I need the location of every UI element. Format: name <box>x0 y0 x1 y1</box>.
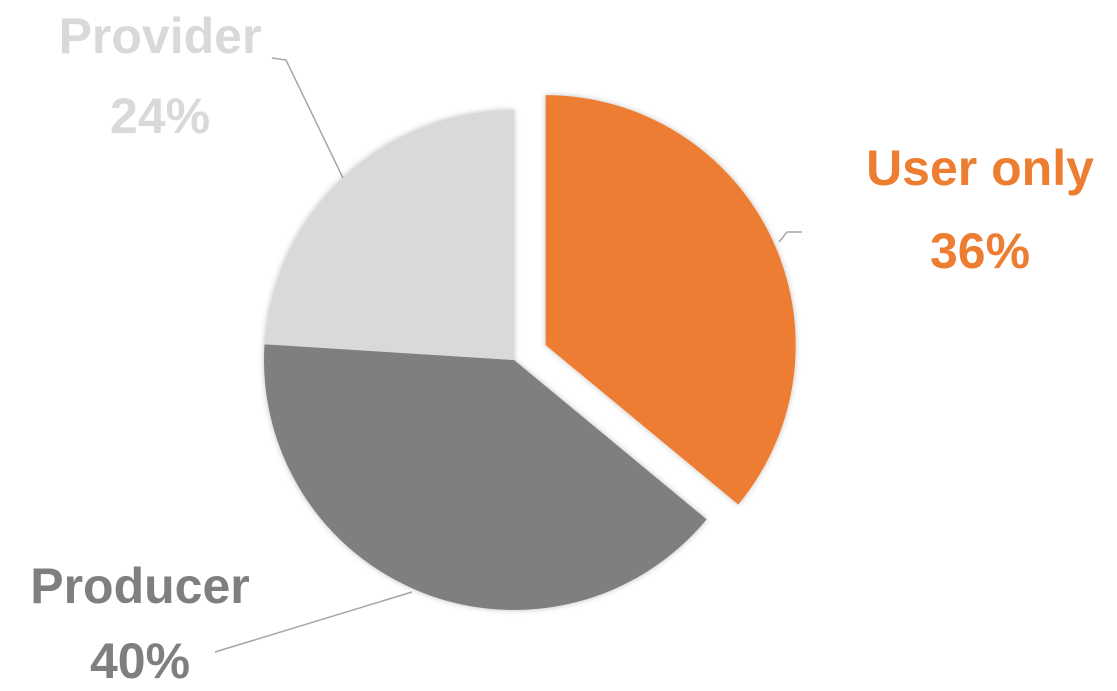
leader-lines <box>214 57 802 653</box>
value-label: 36% <box>930 223 1030 279</box>
pie-slice <box>264 110 514 360</box>
pie <box>263 95 796 611</box>
slice-label: Provider <box>59 8 262 64</box>
pie-slice <box>545 95 796 505</box>
slice-label: User only <box>866 140 1094 196</box>
value-label: 40% <box>90 633 190 689</box>
leader-line <box>214 591 413 653</box>
leader-line <box>778 231 802 243</box>
pie-slice <box>263 344 707 611</box>
value-label: 24% <box>110 88 210 144</box>
leader-line <box>271 57 344 179</box>
slice-label: Producer <box>30 558 250 614</box>
